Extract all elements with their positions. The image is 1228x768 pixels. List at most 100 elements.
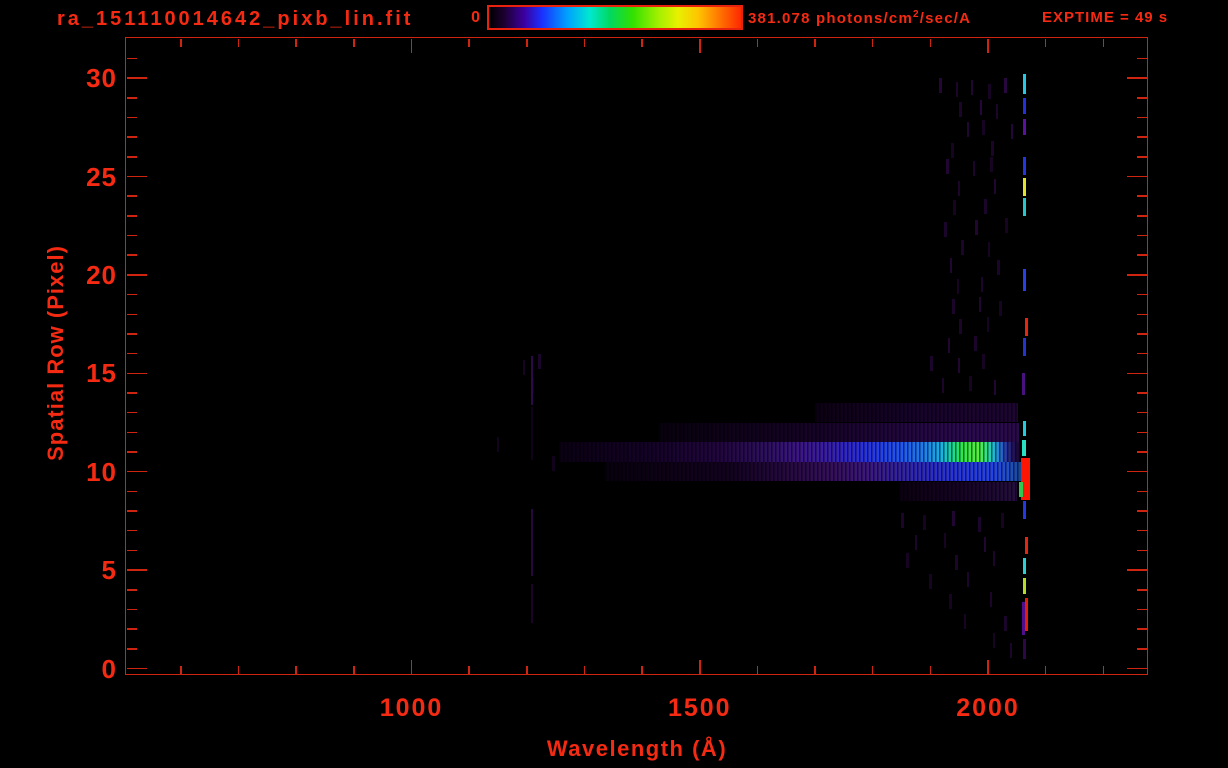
background-dash <box>975 220 978 236</box>
emission-line-segment <box>1023 420 1027 437</box>
emission-line-segment <box>1023 501 1027 519</box>
background-dash <box>983 537 987 553</box>
background-dash <box>1005 218 1008 234</box>
background-dash <box>941 377 945 393</box>
tick-mark <box>126 215 137 217</box>
background-dash <box>955 82 959 98</box>
background-dash <box>1009 643 1013 659</box>
tick-mark <box>526 38 528 47</box>
background-dash <box>522 359 526 375</box>
tick-mark <box>1126 372 1147 375</box>
tick-mark <box>1136 392 1147 394</box>
emission-line-segment <box>1023 558 1027 575</box>
tick-mark <box>756 665 759 674</box>
tick-mark <box>126 411 137 414</box>
background-dash <box>1004 615 1007 631</box>
tick-mark <box>1136 451 1147 453</box>
emission-line-segment <box>1023 198 1027 216</box>
tick-mark <box>126 175 147 178</box>
background-dash <box>989 592 993 608</box>
background-dash <box>988 84 991 100</box>
background-dash <box>959 318 962 334</box>
lyman-alpha-segment <box>530 406 534 460</box>
tick-mark <box>1136 431 1147 434</box>
colorbar-min-label: 0 <box>471 9 480 26</box>
tick-mark <box>126 333 137 335</box>
tick-mark <box>1136 333 1147 335</box>
background-dash <box>906 552 909 568</box>
background-dash <box>979 100 983 116</box>
background-dash <box>980 277 984 293</box>
background-dash <box>957 357 961 373</box>
background-dash <box>901 513 904 529</box>
tick-mark <box>1136 156 1147 158</box>
tick-mark <box>641 38 643 47</box>
background-dash <box>929 574 932 590</box>
tick-mark <box>699 38 701 53</box>
background-dash <box>969 375 972 391</box>
y-tick-label: 25 <box>86 161 117 192</box>
lyman-alpha-segment <box>530 583 534 624</box>
tick-mark <box>871 665 874 674</box>
lyman-alpha-segment <box>530 355 534 405</box>
x-tick-label: 1000 <box>379 694 444 722</box>
background-dash <box>930 355 933 371</box>
tick-mark <box>1126 175 1147 178</box>
background-dash <box>952 298 955 314</box>
tick-mark <box>180 38 182 47</box>
tick-mark <box>126 352 137 355</box>
tick-mark <box>1126 274 1147 276</box>
tick-mark <box>126 470 147 473</box>
background-dash <box>957 180 961 196</box>
tick-mark <box>126 77 147 79</box>
background-dash <box>982 353 985 369</box>
tick-mark <box>641 665 643 674</box>
tick-mark <box>1126 470 1147 473</box>
spectral-band-row-9 <box>898 481 1017 501</box>
background-dash <box>987 241 991 257</box>
tick-mark <box>126 57 137 60</box>
tick-mark <box>1136 136 1147 138</box>
emission-line-segment <box>1021 601 1025 636</box>
tick-mark <box>468 665 470 674</box>
emission-line-segment <box>1023 268 1027 291</box>
tick-mark <box>1126 569 1147 571</box>
tick-mark <box>1136 510 1147 512</box>
tick-mark <box>126 490 137 493</box>
colorbar-units-post: /sec/A <box>919 10 972 27</box>
tick-mark <box>126 648 137 650</box>
tick-mark <box>1136 490 1147 493</box>
tick-mark <box>126 156 137 158</box>
file-title: ra_151110014642_pixb_lin.fit <box>57 8 414 30</box>
tick-mark <box>1136 116 1147 119</box>
y-tick-label: 30 <box>86 63 117 94</box>
tick-mark <box>1136 57 1147 60</box>
tick-mark <box>1126 77 1147 79</box>
tick-mark <box>353 665 355 674</box>
tick-mark <box>410 38 413 53</box>
background-dash <box>914 535 918 551</box>
emission-line-segment <box>1023 97 1027 114</box>
background-dash <box>949 257 953 273</box>
background-dash <box>955 554 958 570</box>
background-dash <box>991 141 994 157</box>
tick-mark <box>756 38 759 47</box>
tick-mark <box>1136 411 1147 414</box>
tick-mark <box>699 659 701 674</box>
tick-mark <box>1136 215 1147 217</box>
tick-mark <box>1136 234 1147 237</box>
tick-mark <box>410 659 413 674</box>
background-dash <box>970 80 974 96</box>
y-axis-title: Spatial Row (Pixel) <box>43 245 68 461</box>
tick-mark <box>1136 589 1147 591</box>
tick-mark <box>126 608 137 611</box>
tick-mark <box>126 293 137 296</box>
background-dash <box>992 633 995 649</box>
tick-mark <box>814 38 816 47</box>
tick-mark <box>987 659 989 674</box>
tick-mark <box>1136 97 1147 99</box>
tick-mark <box>353 38 355 47</box>
tick-mark <box>1044 665 1047 674</box>
tick-mark <box>126 136 137 138</box>
background-dash <box>552 456 555 472</box>
